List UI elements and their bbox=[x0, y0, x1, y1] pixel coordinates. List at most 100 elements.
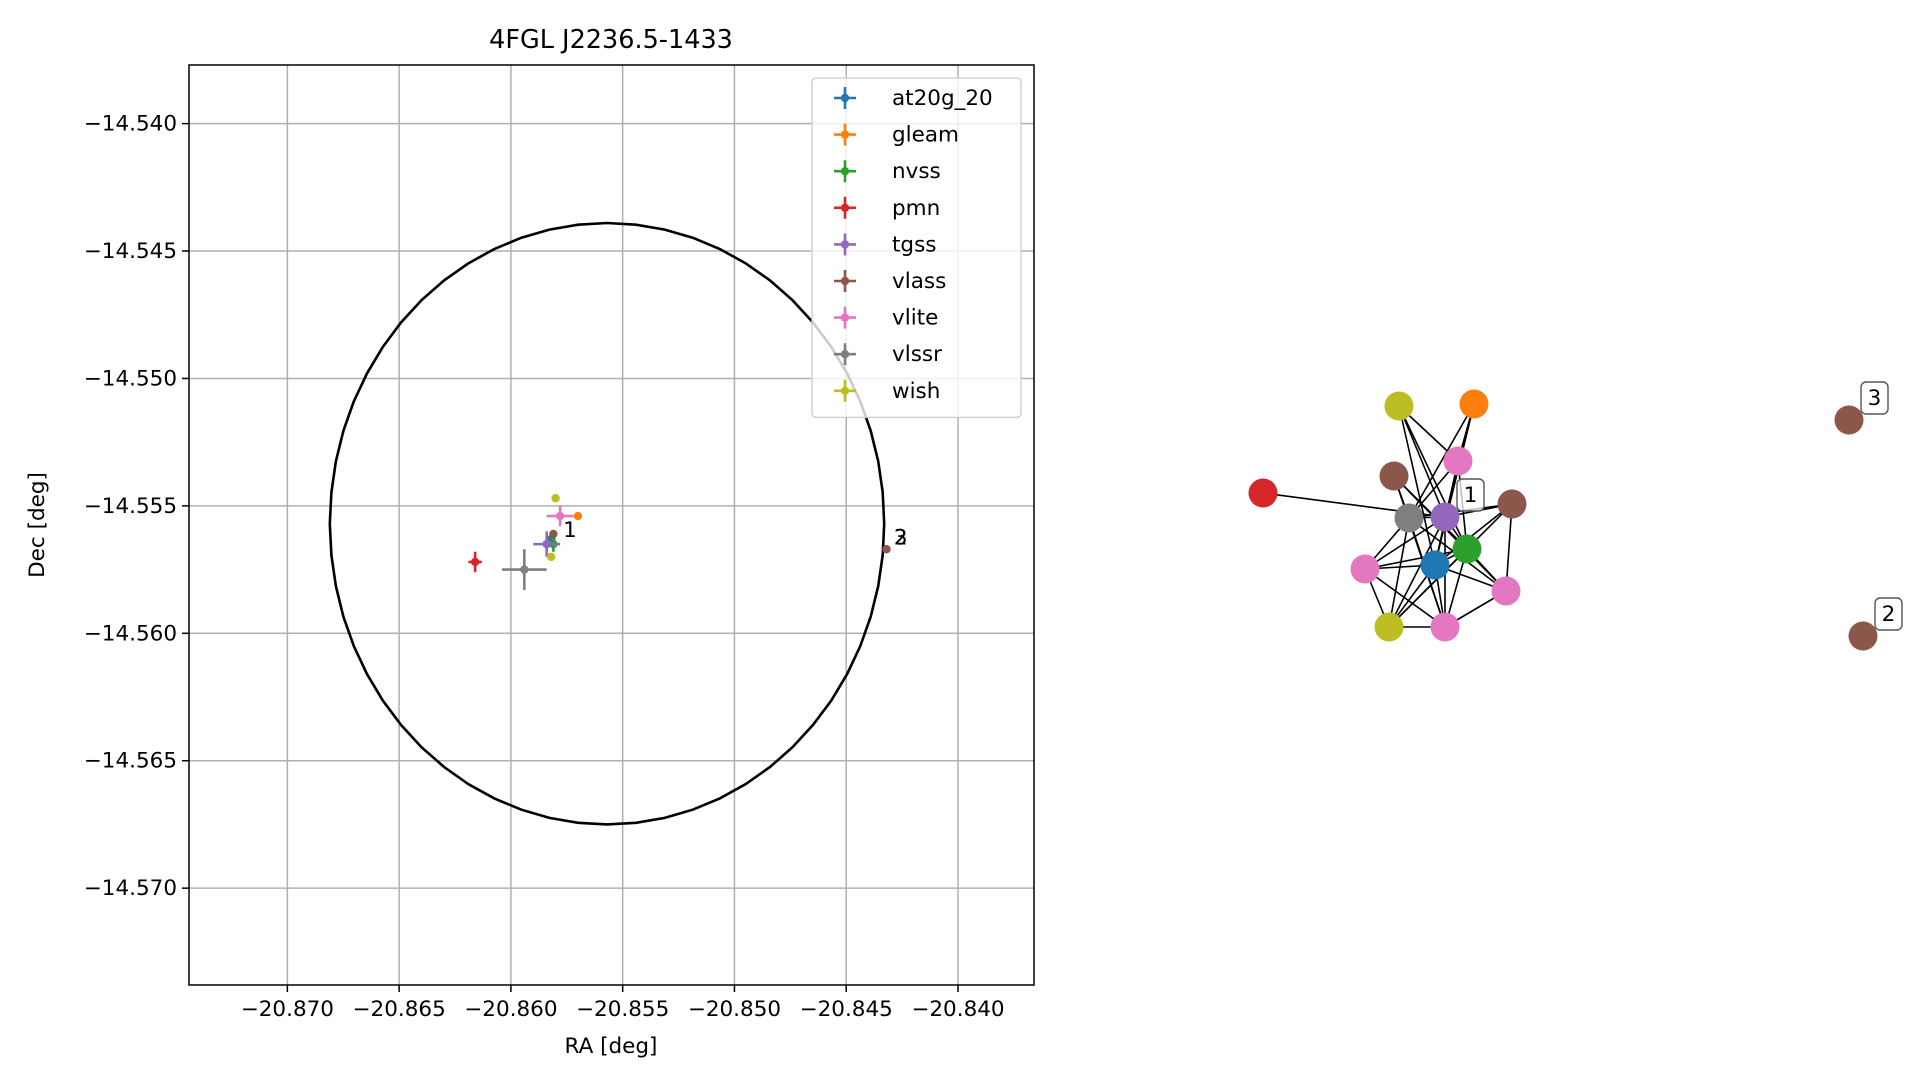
network-nodes bbox=[1248, 389, 1878, 651]
legend-label: vlssr bbox=[892, 342, 942, 367]
legend-marker-dot bbox=[840, 276, 850, 286]
network-labels: 1 3 2 bbox=[1456, 381, 1903, 631]
legend-entry-vlssr: vlssr bbox=[834, 342, 942, 367]
legend-marker-dot bbox=[840, 313, 850, 322]
legend-marker-dot bbox=[840, 203, 850, 212]
legend-box bbox=[811, 77, 1022, 419]
legend-marker-dot bbox=[840, 386, 850, 395]
legend-entry-vlass: vlass bbox=[834, 269, 946, 294]
edge-n2-n6 bbox=[1408, 403, 1475, 519]
node-label-box bbox=[1456, 478, 1485, 512]
y-axis-label: Dec [deg] bbox=[25, 472, 50, 578]
y-tick-label: −14.560 bbox=[84, 621, 177, 646]
x-tick-label: −20.865 bbox=[353, 997, 446, 1022]
network-node-n9 bbox=[1420, 550, 1450, 580]
vlass-point bbox=[549, 529, 558, 539]
edge-n1-n5 bbox=[1398, 405, 1446, 518]
vlssr-point bbox=[520, 565, 529, 574]
legend-entry-at20g_20: at20g_20 bbox=[834, 86, 993, 111]
x-axis-label: RA [deg] bbox=[565, 1034, 658, 1059]
network-node-n8 bbox=[1452, 534, 1482, 564]
edge-n8-n10 bbox=[1364, 548, 1468, 570]
gleam-point bbox=[573, 511, 583, 521]
vlass-point bbox=[882, 545, 891, 554]
network-node-n6 bbox=[1394, 503, 1424, 533]
network-node-n0 bbox=[1248, 478, 1278, 508]
y-tick-label: −14.550 bbox=[84, 366, 177, 391]
legend-marker-dot bbox=[840, 167, 850, 176]
network-node-n5 bbox=[1430, 502, 1460, 532]
network-node-n15 bbox=[1848, 621, 1878, 651]
node-label: 2 bbox=[1882, 602, 1896, 627]
legend-label: tgss bbox=[892, 232, 936, 257]
legend-marker-dot bbox=[840, 93, 850, 103]
y-tick-label: −14.545 bbox=[84, 239, 177, 264]
y-tick-label: −14.570 bbox=[84, 876, 177, 901]
legend-label: gleam bbox=[892, 123, 959, 148]
edge-n1-n9 bbox=[1398, 405, 1436, 566]
vlite-point bbox=[555, 511, 565, 521]
legend-label: nvss bbox=[892, 159, 941, 184]
network-panel: 1 3 2 bbox=[1248, 381, 1903, 651]
edge-n8-n12 bbox=[1388, 548, 1468, 628]
sky-map-panel: 1 32 −20.870 −20.865 −20.860 −20.855 −20.850−… bbox=[25, 25, 1035, 1059]
y-tick-label: −14.565 bbox=[84, 749, 177, 774]
network-node-n12 bbox=[1374, 612, 1404, 642]
x-tick-label: −20.845 bbox=[800, 997, 893, 1022]
network-node-n14 bbox=[1834, 405, 1864, 435]
x-tick-label: −20.840 bbox=[911, 997, 1004, 1022]
network-node-n10 bbox=[1350, 554, 1380, 584]
legend-label: vlite bbox=[892, 306, 938, 331]
node-label: 3 bbox=[1868, 386, 1882, 411]
error-ellipse bbox=[328, 221, 886, 826]
annotations: 1 32 bbox=[563, 518, 908, 551]
legend-label: wish bbox=[892, 379, 940, 404]
wish-point bbox=[546, 552, 556, 562]
legend-marker-dot bbox=[840, 130, 850, 139]
chart-title: 4FGL J2236.5-1433 bbox=[489, 25, 733, 55]
node-label-box bbox=[1860, 381, 1889, 415]
legend-marker-dot bbox=[840, 350, 850, 359]
y-tick-label: −14.540 bbox=[84, 112, 177, 137]
edge-n6-n12 bbox=[1388, 517, 1410, 628]
network-edges bbox=[1262, 403, 1513, 628]
legend-entry-tgss: tgss bbox=[834, 232, 936, 257]
node-label-box bbox=[1874, 597, 1903, 631]
network-node-n7 bbox=[1497, 489, 1527, 519]
wish-point bbox=[551, 494, 560, 503]
annotation-label: 2 bbox=[894, 525, 908, 550]
y-ticks: −14.540 −14.545 −14.550 −14.555 −14.560 −14.5… bbox=[84, 112, 189, 901]
legend-entry-vlite: vlite bbox=[834, 306, 938, 331]
x-ticks: −20.870 −20.865 −20.860 −20.855 −20.850 −20.8… bbox=[241, 985, 1005, 1022]
plot-frame bbox=[188, 64, 1035, 986]
legend-entry-nvss: nvss bbox=[834, 159, 941, 184]
network-node-n2 bbox=[1459, 389, 1489, 419]
legend-label: at20g_20 bbox=[892, 86, 993, 111]
legend-entry-gleam: gleam bbox=[834, 123, 959, 148]
localization-ellipse bbox=[328, 221, 886, 826]
network-node-n13 bbox=[1430, 612, 1460, 642]
edge-n7-n11 bbox=[1505, 503, 1513, 592]
network-node-n1 bbox=[1384, 391, 1414, 421]
sources bbox=[468, 494, 891, 590]
pmn-point bbox=[470, 557, 480, 567]
legend-label: vlass bbox=[892, 269, 946, 294]
y-tick-label: −14.555 bbox=[84, 494, 177, 519]
edge-n7-n9 bbox=[1434, 503, 1513, 566]
legend-entry-pmn: pmn bbox=[834, 196, 940, 221]
network-node-n11 bbox=[1491, 576, 1521, 606]
node-label: 1 bbox=[1464, 483, 1478, 508]
annotation-label: 3 bbox=[894, 525, 908, 550]
tgss-point bbox=[542, 539, 551, 549]
legend-entry-wish: wish bbox=[834, 379, 940, 404]
network-node-n3 bbox=[1443, 446, 1473, 476]
edge-n5-n12 bbox=[1388, 516, 1446, 628]
network-node-n4 bbox=[1379, 461, 1409, 491]
x-tick-label: −20.860 bbox=[464, 997, 557, 1022]
x-tick-label: −20.850 bbox=[688, 997, 781, 1022]
x-tick-label: −20.870 bbox=[241, 997, 334, 1022]
legend-marker-dot bbox=[840, 240, 850, 249]
edge-n10-n13 bbox=[1364, 568, 1446, 628]
